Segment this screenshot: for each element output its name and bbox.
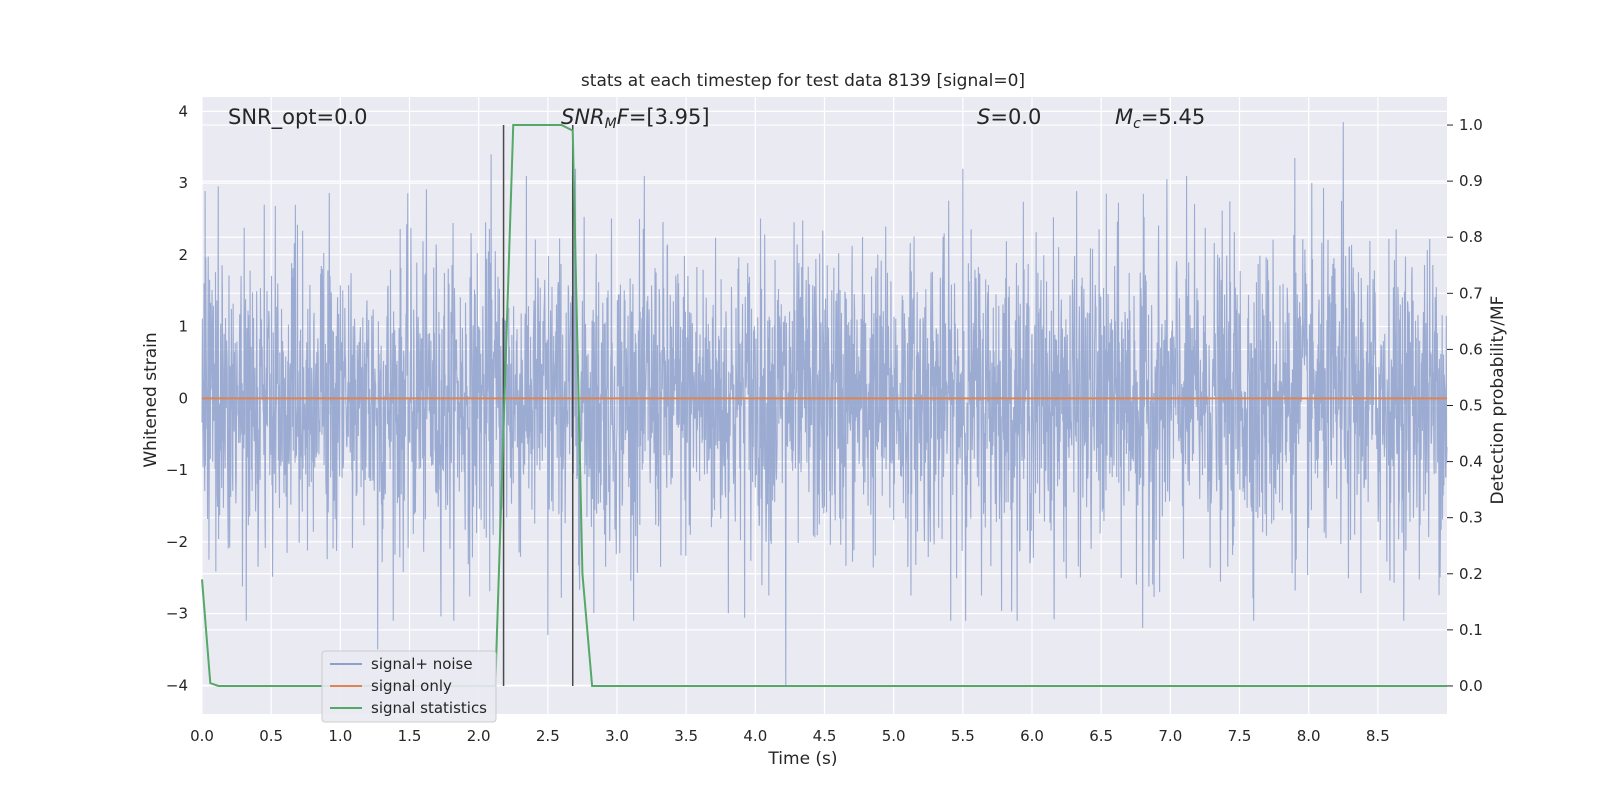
legend: signal+ noise signal only signal statist… xyxy=(321,650,497,723)
y2-tick-label: 0.3 xyxy=(1459,509,1483,527)
x-tick-label: 7.5 xyxy=(1228,727,1252,745)
x-tick-label: 5.5 xyxy=(951,727,975,745)
annotation-s: S=0.0 xyxy=(977,105,1041,129)
x-tick-label: 4.0 xyxy=(743,727,767,745)
x-tick-label: 8.0 xyxy=(1297,727,1321,745)
x-tick-label: 7.0 xyxy=(1158,727,1182,745)
y2-tick-label: 0.8 xyxy=(1459,228,1483,246)
series-signal-noise xyxy=(201,122,1448,686)
x-tick-label: 6.0 xyxy=(1020,727,1044,745)
y-tick-label: −1 xyxy=(166,461,188,479)
y2-tick-label: 0.7 xyxy=(1459,284,1483,302)
annotation-snr-mf: SNRMF=[3.95] xyxy=(561,105,710,132)
x-tick-label: 1.5 xyxy=(398,727,422,745)
y-tick-label: 1 xyxy=(178,318,188,336)
y-axis-label: Whitened strain xyxy=(141,332,161,467)
x-axis-label: Time (s) xyxy=(767,749,837,769)
y2-tick-label: 0.2 xyxy=(1459,565,1483,583)
y2-tick-label: 0.5 xyxy=(1459,397,1483,415)
x-tick-label: 3.0 xyxy=(605,727,629,745)
x-tick-label: 0.5 xyxy=(259,727,283,745)
y2-axis-label: Detection probability/MF xyxy=(1488,296,1508,505)
x-tick-label: 2.0 xyxy=(467,727,491,745)
x-tick-label: 3.5 xyxy=(674,727,698,745)
y-tick-label: −2 xyxy=(166,533,188,551)
legend-label-signal-only: signal only xyxy=(371,677,452,695)
x-tick-label: 0.0 xyxy=(190,727,214,745)
y-tick-label: 3 xyxy=(178,174,188,192)
x-tick-label: 8.5 xyxy=(1366,727,1390,745)
y-tick-label: −4 xyxy=(166,676,188,694)
x-tick-label: 2.5 xyxy=(536,727,560,745)
annotation-snr-opt: SNR_opt=0.0 xyxy=(228,105,368,130)
y2-tick-label: 0.4 xyxy=(1459,453,1483,471)
series-signal-statistics xyxy=(201,124,1447,687)
x-tick-label: 1.0 xyxy=(328,727,352,745)
x-tick-label: 4.5 xyxy=(813,727,837,745)
legend-label-signal-statistics: signal statistics xyxy=(371,699,487,717)
x-tick-label: 6.5 xyxy=(1089,727,1113,745)
signal-statistics-line xyxy=(201,124,1447,687)
legend-label-signal-noise: signal+ noise xyxy=(371,655,473,673)
y-axis-ticks: −4 −3 −2 −1 0 1 2 3 4 xyxy=(166,102,188,694)
y2-axis-ticks: 0.0 0.1 0.2 0.3 0.4 0.5 0.6 0.7 0.8 0.9 1.0 xyxy=(1447,116,1483,695)
y2-tick-label: 1.0 xyxy=(1459,116,1483,134)
y-tick-label: 0 xyxy=(178,389,188,407)
x-axis-ticks: 0.0 0.5 1.0 1.5 2.0 2.5 3.0 3.5 4.0 4.5 5.0 5.5 6.0 6… xyxy=(190,727,1390,745)
y2-tick-label: 0.6 xyxy=(1459,340,1483,358)
signal-noise-line xyxy=(201,122,1448,686)
y2-tick-label: 0.9 xyxy=(1459,172,1483,190)
y-tick-label: −3 xyxy=(166,605,188,623)
y-tick-label: 4 xyxy=(178,102,188,120)
y-tick-label: 2 xyxy=(178,246,188,264)
legend-box xyxy=(321,650,497,723)
x-tick-label: 5.0 xyxy=(882,727,906,745)
chart-title: stats at each timestep for test data 813… xyxy=(581,71,1025,91)
annotation-mc: Mc=5.45 xyxy=(1115,105,1205,132)
y2-tick-label: 0.0 xyxy=(1459,677,1483,695)
y2-tick-label: 0.1 xyxy=(1459,621,1483,639)
